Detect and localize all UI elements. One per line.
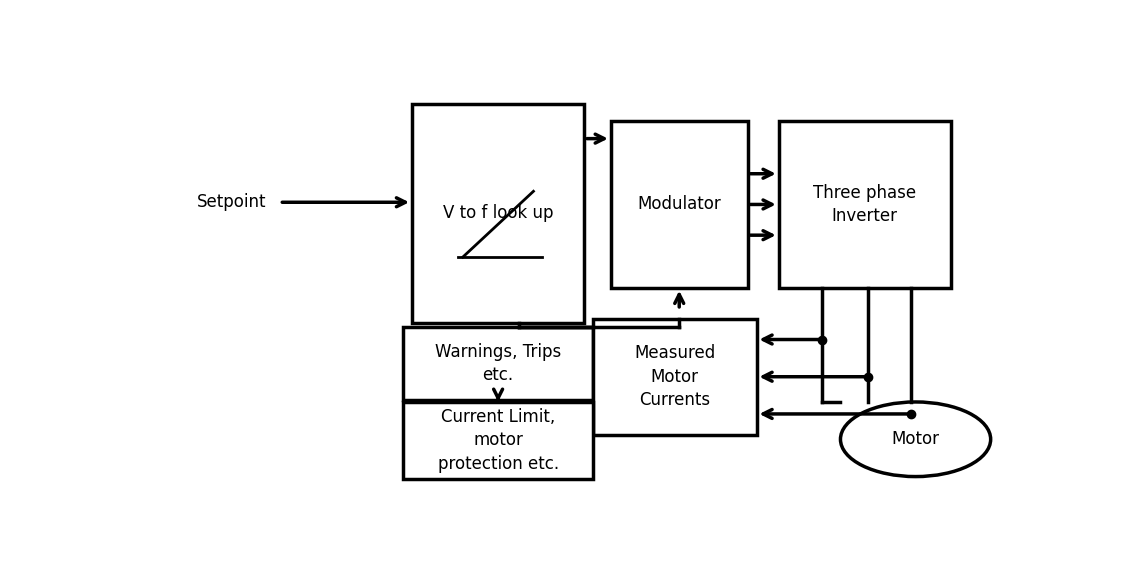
Text: Motor: Motor: [891, 430, 939, 448]
Text: Modulator: Modulator: [637, 196, 722, 213]
Text: V to f look up: V to f look up: [442, 204, 553, 222]
Bar: [404, 327, 593, 400]
Text: Current Limit,
motor
protection etc.: Current Limit, motor protection etc.: [438, 408, 559, 473]
Text: Setpoint: Setpoint: [197, 193, 267, 211]
Bar: [412, 104, 584, 323]
Text: Warnings, Trips
etc.: Warnings, Trips etc.: [435, 343, 561, 384]
Bar: [611, 121, 748, 288]
Text: Three phase
Inverter: Three phase Inverter: [813, 184, 917, 225]
Ellipse shape: [840, 402, 991, 477]
Bar: [404, 402, 593, 479]
Bar: [593, 319, 757, 435]
Bar: [779, 121, 951, 288]
Text: Measured
Motor
Currents: Measured Motor Currents: [634, 344, 716, 409]
